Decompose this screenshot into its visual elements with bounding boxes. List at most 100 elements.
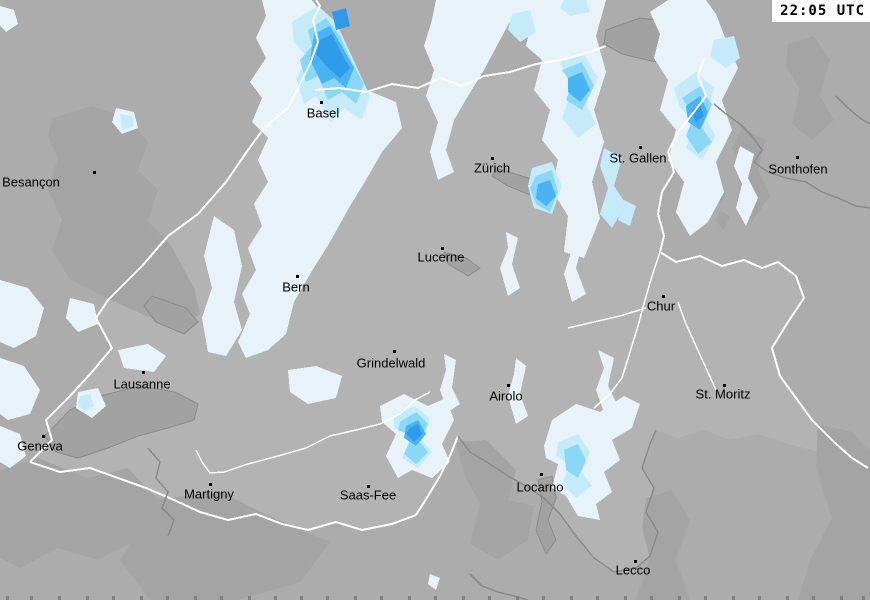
precipitation-cell-l5 [692, 104, 704, 122]
country-border-gray [457, 435, 651, 573]
cutoff-text-mark [274, 596, 277, 600]
city-label: Airolo [489, 388, 523, 404]
country-border-white [659, 251, 779, 270]
city-dot [491, 157, 494, 160]
country-border-white [314, 45, 607, 94]
city-dot [796, 156, 799, 159]
precipitation-cell-l2 [618, 200, 636, 226]
country-border-white [656, 57, 708, 253]
country-border-white [29, 435, 459, 532]
precipitation-cell-l1 [66, 298, 98, 332]
cutoff-text-mark [354, 596, 357, 600]
city-dot [393, 350, 396, 353]
cutoff-text-mark [704, 596, 707, 600]
city-label: St. Moritz [695, 386, 751, 402]
city-label: Lausanne [113, 376, 171, 392]
cutoff-text-mark [86, 596, 89, 600]
city-label: Zürich [473, 160, 511, 176]
country-border-gray [641, 429, 659, 557]
cutoff-text-mark [248, 596, 251, 600]
city-dot [93, 171, 96, 174]
country-border-white [770, 261, 869, 469]
city-dot [507, 384, 510, 387]
lake [143, 295, 199, 335]
city-label: Basel [306, 105, 340, 121]
precipitation-cell-l5 [406, 424, 422, 442]
city-dot [540, 473, 543, 476]
cutoff-text-mark [516, 596, 519, 600]
cutoff-text-mark [624, 596, 627, 600]
city-label: Saas-Fee [339, 487, 397, 503]
city-dot [142, 371, 145, 374]
cutoff-text-mark [6, 596, 9, 600]
precipitation-cell-l4 [536, 180, 556, 206]
terrain-shade [798, 424, 870, 600]
precipitation-cell-l1 [500, 232, 520, 296]
cutoff-text-mark [326, 596, 329, 600]
terrain-shade [48, 106, 200, 330]
cutoff-text-mark [758, 596, 761, 600]
river [677, 301, 717, 391]
precipitation-cell-l1 [0, 358, 40, 420]
precipitation-cell-l2 [600, 148, 626, 228]
city-dot [209, 483, 212, 486]
precipitation-cell-l4 [568, 72, 590, 102]
city-dot [441, 247, 444, 250]
precipitation-cell-l2 [120, 114, 134, 130]
cutoff-text-mark [786, 596, 789, 600]
city-dot [723, 384, 726, 387]
precipitation-cell-l2 [78, 394, 94, 412]
city-label: Lecco [615, 562, 651, 578]
cutoff-text-mark [570, 596, 573, 600]
city-label: St. Gallen [609, 150, 667, 166]
cutoff-text-mark [650, 596, 653, 600]
cutoff-text-mark [140, 596, 143, 600]
river [567, 307, 647, 329]
precipitation-cell-l3 [564, 444, 586, 478]
cutoff-text-mark [300, 596, 303, 600]
city-dot [639, 146, 642, 149]
precipitation-cell-l2 [710, 36, 740, 68]
precipitation-cell-l2 [508, 10, 536, 42]
cutoff-text-mark [840, 596, 843, 600]
timestamp-badge: 22:05 UTC [772, 0, 870, 22]
precipitation-cell-l1 [288, 366, 342, 404]
precipitation-cell-l1 [0, 280, 44, 348]
terrain-shade [716, 210, 730, 230]
country-border-gray [835, 95, 870, 125]
lake [443, 251, 481, 277]
city-label: Bern [282, 279, 310, 295]
precipitation-cell-l1 [440, 354, 460, 412]
city-label: Besançon [2, 174, 60, 190]
city-dot [42, 435, 45, 438]
city-label: Chur [646, 298, 676, 314]
country-border-gray [147, 447, 175, 537]
cutoff-text-mark [220, 596, 223, 600]
city-dot [367, 485, 370, 488]
precipitation-cell-l1 [428, 574, 440, 590]
cutoff-text-mark [542, 596, 545, 600]
cutoff-text-mark [862, 596, 865, 600]
cutoff-text-mark [812, 596, 815, 600]
cutoff-text-mark [112, 596, 115, 600]
cutoff-text-mark [30, 596, 33, 600]
precipitation-cell-l1 [0, 426, 26, 468]
precipitation-cell-l1 [424, 0, 606, 258]
cutoff-text-mark [194, 596, 197, 600]
precipitation-cell-l1 [508, 358, 528, 424]
country-border-white [29, 0, 322, 463]
city-dot [662, 295, 665, 298]
cutoff-text-mark [596, 596, 599, 600]
precipitation-cell-l2 [560, 0, 590, 16]
switzerland-region [30, 38, 852, 572]
precipitation-cell-l5 [332, 8, 350, 30]
river [593, 251, 661, 409]
cutoff-text-mark [678, 596, 681, 600]
country-border-gray [713, 103, 870, 209]
terrain-shade [0, 458, 158, 568]
precipitation-cell-l5 [316, 34, 350, 78]
city-dot [634, 560, 637, 563]
precipitation-cell-l1 [0, 6, 18, 32]
